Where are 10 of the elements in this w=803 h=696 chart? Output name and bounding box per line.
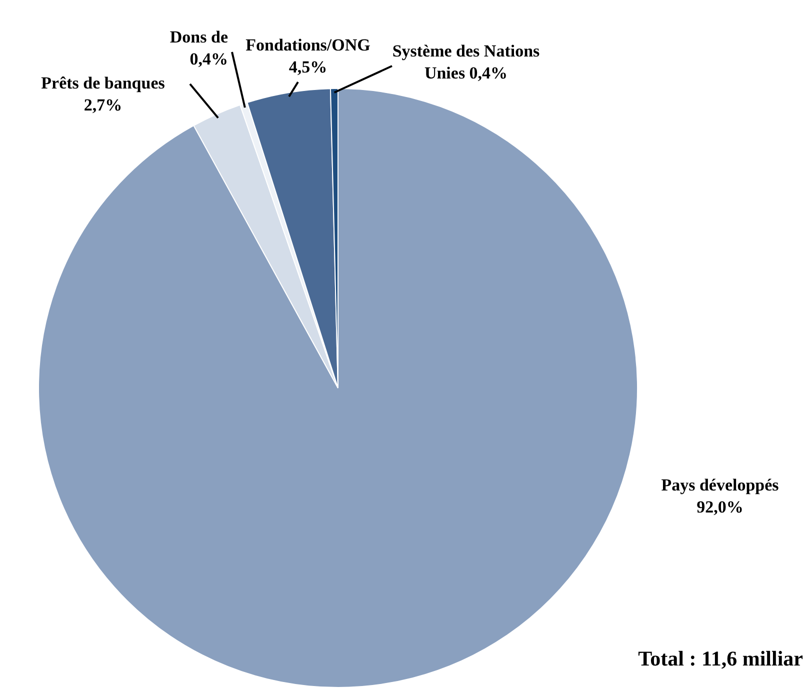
- slice-label: Pays développés: [661, 475, 780, 494]
- text: Total : 11,6 milliar: [638, 646, 803, 670]
- slice-label: Prêts de banques: [41, 73, 166, 92]
- slice-label: Système des Nations Unies 0,4%: [392, 41, 540, 82]
- data-label: 92,0%: [696, 497, 744, 516]
- data-label: 2,7%: [84, 95, 122, 114]
- slice-label: Dons de: [170, 27, 228, 46]
- slice-label: Fondations/ONG: [246, 35, 370, 54]
- data-label: 0,4%: [190, 49, 228, 68]
- data-label: 4,5%: [288, 57, 328, 76]
